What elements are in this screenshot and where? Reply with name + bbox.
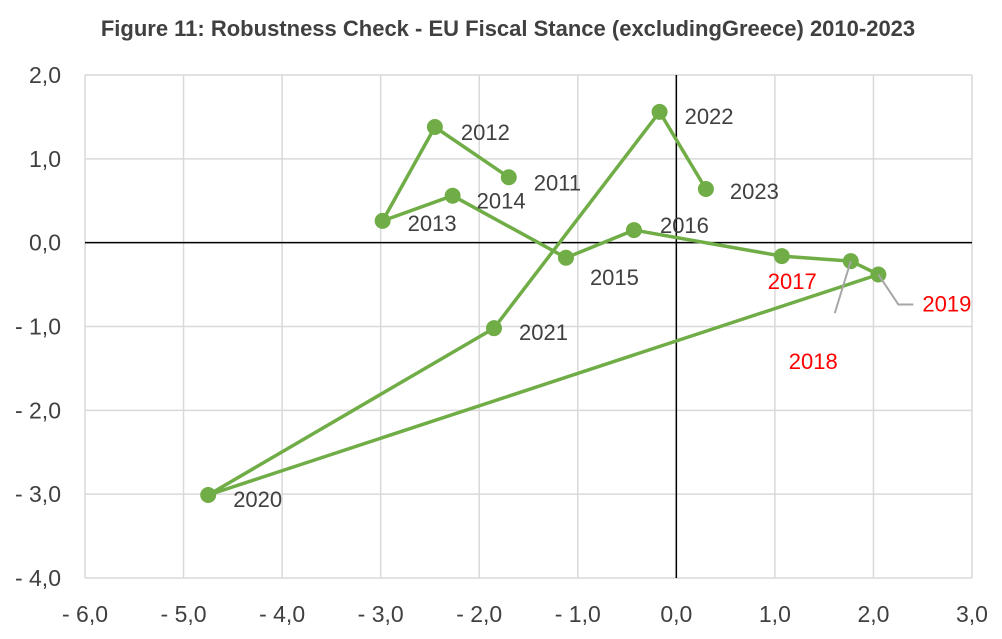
y-tick-label: - 3,0 [15, 481, 61, 507]
data-label-2018: 2018 [789, 349, 838, 374]
data-label-2011: 2011 [534, 170, 581, 195]
data-point-2011 [500, 169, 517, 186]
leader-line-2019 [877, 273, 914, 306]
plot-area: 2011 2012 2013 2014 2015 2016 2017 2018 2019 2020… [200, 103, 971, 512]
x-tick-label: - 5,0 [161, 601, 207, 627]
data-label-2016: 2016 [660, 213, 709, 238]
x-tick-label: - 3,0 [358, 601, 404, 627]
data-point-2021 [486, 320, 503, 337]
y-tick-label: - 2,0 [15, 397, 61, 423]
x-tick-label: - 6,0 [62, 601, 108, 627]
data-label-2017: 2017 [768, 269, 817, 294]
y-tick-label: 2,0 [29, 62, 61, 88]
chart-title: Figure 11: Robustness Check - EU Fiscal … [101, 16, 915, 41]
y-tick-label: - 4,0 [15, 565, 61, 591]
data-point-2023 [697, 181, 714, 198]
data-label-2021: 2021 [519, 320, 568, 345]
data-point-2017 [773, 248, 790, 265]
data-label-2014: 2014 [477, 189, 526, 214]
y-tick-label: 0,0 [29, 230, 61, 256]
data-label-2023: 2023 [730, 179, 779, 204]
data-label-2022: 2022 [685, 104, 734, 129]
x-tick-label: - 1,0 [555, 601, 601, 627]
x-tick-label: - 2,0 [456, 601, 502, 627]
leader-line-2018 [833, 260, 852, 314]
data-point-2020 [200, 487, 217, 504]
data-point-2015 [557, 249, 574, 266]
zero-axes [85, 75, 972, 578]
data-label-2015: 2015 [590, 265, 639, 290]
y-tick-label: - 1,0 [15, 314, 61, 340]
data-point-2016 [625, 222, 642, 239]
tick-labels: - 6,0 - 5,0 - 4,0 - 3,0 - 2,0 - 1,0 0,0 1,0 2,0 3… [15, 62, 988, 627]
x-tick-label: 3,0 [956, 601, 988, 627]
x-tick-label: 2,0 [857, 601, 889, 627]
x-tick-label: 1,0 [759, 601, 791, 627]
x-tick-label: - 4,0 [259, 601, 305, 627]
data-point-2022 [651, 103, 668, 120]
data-point-2012 [426, 118, 443, 135]
data-label-2013: 2013 [408, 211, 457, 236]
data-point-2013 [374, 212, 391, 229]
data-label-2012: 2012 [461, 120, 510, 145]
y-tick-label: 1,0 [29, 146, 61, 172]
data-label-2020: 2020 [233, 487, 282, 512]
data-point-2014 [444, 187, 461, 204]
data-label-2019: 2019 [922, 292, 971, 317]
x-tick-label: 0,0 [660, 601, 692, 627]
